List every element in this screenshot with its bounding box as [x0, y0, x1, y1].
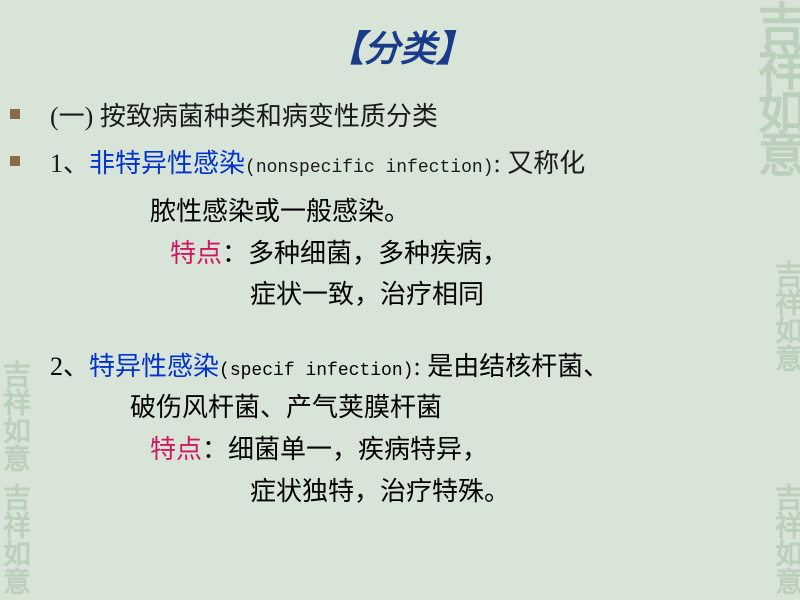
item2-desc: : 是由结核杆菌、 — [413, 352, 609, 381]
seal-top-right: 吉祥如意 — [752, 0, 800, 172]
item1-line: 1、非特异性感染(nonspecific infection): 又称化 — [10, 144, 800, 183]
item1-char-text2: 症状一致，治疗相同 — [50, 274, 800, 316]
item2-line1: 2、特异性感染(specif infection): 是由结核杆菌、 — [50, 346, 800, 388]
item2-english: (specif infection) — [219, 361, 413, 381]
seal-right-middle: 吉祥如意 — [772, 260, 800, 372]
item2-block: 2、特异性感染(specif infection): 是由结核杆菌、 破伤风杆菌… — [50, 346, 800, 512]
item1-continuation: 脓性感染或一般感染。 特点：多种细菌，多种疾病， 症状一致，治疗相同 — [50, 191, 800, 316]
item1-desc: : 又称化 — [493, 149, 585, 178]
item2-desc-line2: 破伤风杆菌、产气荚膜杆菌 — [50, 387, 800, 429]
item2-number: 2、 — [50, 352, 89, 381]
bullet-icon — [10, 109, 20, 119]
item2-char-text1: ：细菌单一，疾病特异， — [202, 435, 488, 464]
item1-char-text1: ：多种细菌，多种疾病， — [222, 239, 508, 268]
heading-line: (一) 按致病菌种类和病变性质分类 — [10, 97, 800, 136]
item2-char-text2: 症状独特，治疗特殊。 — [50, 471, 800, 513]
item2-characteristics-line1: 特点：细菌单一，疾病特异， — [50, 429, 800, 471]
item1-number: 1、 — [50, 149, 89, 178]
slide-content: (一) 按致病菌种类和病变性质分类 1、非特异性感染(nonspecific i… — [0, 97, 800, 512]
item2-char-label: 特点 — [150, 435, 202, 464]
item1-term: 非特异性感染 — [89, 149, 245, 178]
bullet-icon — [10, 156, 20, 166]
item1-characteristics-line1: 特点：多种细菌，多种疾病， — [50, 233, 800, 275]
seal-right-bottom: 吉祥如意 — [772, 483, 800, 595]
item1-text: 1、非特异性感染(nonspecific infection): 又称化 — [50, 144, 585, 183]
item1-char-label: 特点 — [170, 239, 222, 268]
item1-desc-line2: 脓性感染或一般感染。 — [50, 191, 800, 233]
slide-title: 【分类】 — [0, 0, 800, 97]
item1-english: (nonspecific infection) — [245, 158, 493, 178]
item2-term: 特异性感染 — [89, 352, 219, 381]
heading-text: (一) 按致病菌种类和病变性质分类 — [50, 97, 438, 136]
seal-left-middle: 吉祥如意 — [0, 360, 28, 472]
seal-left-bottom: 吉祥如意 — [0, 483, 28, 595]
